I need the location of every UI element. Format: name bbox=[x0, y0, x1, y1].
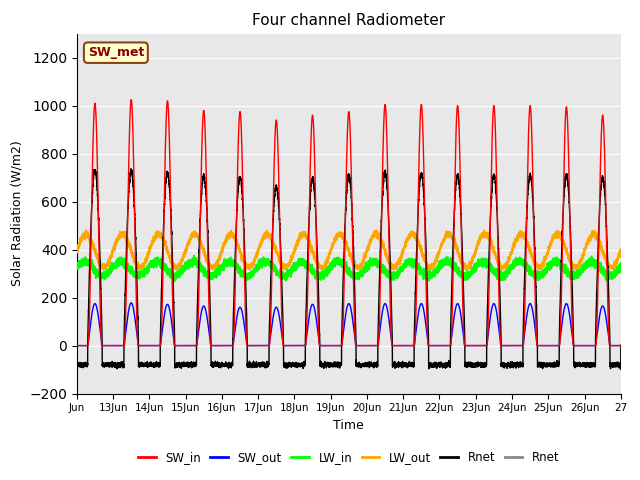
Y-axis label: Solar Radiation (W/m2): Solar Radiation (W/m2) bbox=[11, 141, 24, 287]
Legend: SW_in, SW_out, LW_in, LW_out, Rnet, Rnet: SW_in, SW_out, LW_in, LW_out, Rnet, Rnet bbox=[133, 446, 564, 469]
X-axis label: Time: Time bbox=[333, 419, 364, 432]
Text: SW_met: SW_met bbox=[88, 46, 144, 59]
Title: Four channel Radiometer: Four channel Radiometer bbox=[252, 13, 445, 28]
